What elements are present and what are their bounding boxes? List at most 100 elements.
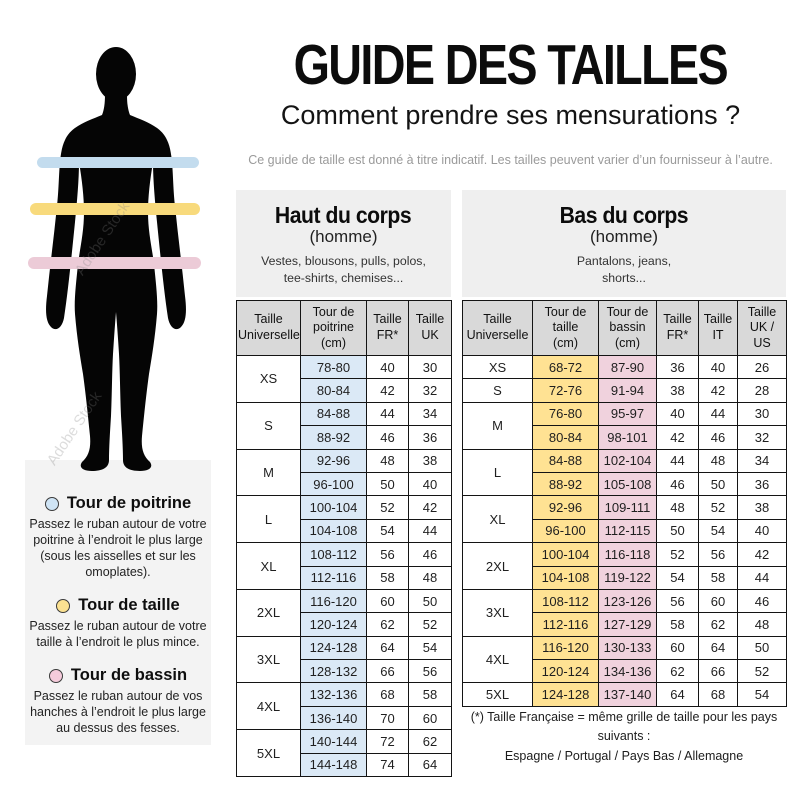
table-row: M 76-80 95-97 40 44 30	[462, 401, 787, 450]
value-cell: 116-118	[598, 542, 657, 567]
value-cell: 88-92	[300, 425, 367, 450]
value-cell: 70	[366, 705, 409, 731]
value-cell: 44	[737, 565, 787, 590]
table-row: S 72-76 91-94 38 42 28	[462, 378, 787, 403]
legend-item-taille: Tour de taille Passez le ruban autour de…	[18, 596, 218, 650]
value-cell: 137-140	[598, 682, 657, 707]
value-cell: 112-116	[532, 612, 599, 637]
value-cell: 66	[366, 659, 409, 684]
value-cell: 96-100	[300, 471, 367, 497]
value-cell: 40	[366, 354, 409, 380]
value-cell: 44	[656, 448, 699, 473]
lower-body-panel-header: Bas du corps (homme) Pantalons, jeans, s…	[462, 190, 786, 297]
value-cell: 56	[366, 542, 409, 567]
value-cell: 42	[366, 378, 409, 403]
size-cell: 4XL	[236, 682, 301, 731]
value-cell: 76-80	[532, 401, 599, 427]
value-cell: 46	[408, 542, 452, 567]
value-cell: 46	[698, 425, 738, 450]
value-cell: 62	[408, 729, 452, 754]
table-row: XS 68-72 87-90 36 40 26	[462, 354, 787, 380]
value-cell: 64	[698, 635, 738, 661]
value-cell: 52	[698, 495, 738, 520]
column-header: Tour de bassin (cm)	[598, 300, 657, 356]
value-cell: 78-80	[300, 354, 367, 380]
chest-measure-band	[37, 157, 199, 168]
hip-dot-icon	[48, 668, 63, 683]
value-cell: 109-111	[598, 495, 657, 520]
value-cell: 98-101	[598, 425, 657, 450]
value-cell: 58	[698, 565, 738, 590]
column-header: Taille UK / US	[737, 300, 787, 356]
value-cell: 62	[698, 612, 738, 637]
table-row: XL 92-96 109-111 48 52 38	[462, 495, 787, 544]
legend-item-poitrine: Tour de poitrine Passez le ruban autour …	[18, 494, 218, 580]
table-row: 96-100 112-115 50 54 40	[463, 518, 787, 544]
value-cell: 32	[737, 425, 787, 450]
value-cell: 105-108	[598, 471, 657, 497]
table-row: 120-124 62 52	[237, 612, 452, 637]
waist-dot-icon	[56, 598, 71, 613]
value-cell: 66	[698, 659, 738, 684]
size-cell: L	[236, 495, 301, 544]
silhouette-body	[46, 94, 186, 471]
value-cell: 64	[408, 752, 452, 778]
table-row: 144-148 74 64	[237, 752, 452, 778]
value-cell: 87-90	[598, 354, 657, 380]
value-cell: 130-133	[598, 635, 657, 661]
hip-measure-band	[28, 257, 201, 269]
value-cell: 112-116	[300, 565, 367, 590]
value-cell: 40	[408, 471, 452, 497]
value-cell: 50	[698, 471, 738, 497]
upper-panel-subtitle: (homme)	[309, 227, 378, 246]
value-cell: 40	[698, 354, 738, 380]
value-cell: 32	[408, 378, 452, 403]
value-cell: 91-94	[598, 378, 657, 403]
value-cell: 80-84	[532, 425, 599, 450]
value-cell: 26	[737, 354, 787, 380]
lower-panel-title: Bas du corps	[559, 202, 689, 228]
value-cell: 30	[737, 401, 787, 427]
table-row: 2XL 100-104 116-118 52 56 42	[462, 542, 787, 590]
value-cell: 54	[698, 518, 738, 544]
silhouette-head	[96, 47, 136, 101]
value-cell: 64	[366, 635, 409, 661]
value-cell: 134-136	[598, 659, 657, 684]
value-cell: 38	[408, 448, 452, 473]
value-cell: 52	[737, 659, 787, 684]
value-cell: 80-84	[300, 378, 367, 403]
measurement-figure-area: Adobe Stock Adobe Stock Tour de poitrine…	[12, 12, 222, 772]
value-cell: 36	[737, 471, 787, 497]
value-cell: 119-122	[598, 565, 657, 590]
column-header: Taille UK	[408, 300, 452, 356]
size-cell: XS	[462, 354, 533, 380]
size-cell: 2XL	[462, 542, 533, 590]
table-row: 112-116 58 48	[237, 565, 452, 590]
value-cell: 132-136	[300, 682, 367, 707]
column-header: Tour de taille (cm)	[532, 300, 599, 356]
value-cell: 100-104	[532, 542, 599, 567]
table-row: 128-132 66 56	[237, 659, 452, 684]
value-cell: 44	[408, 518, 452, 544]
value-cell: 52	[366, 495, 409, 520]
table-row: XL 108-112 56 46	[236, 542, 452, 590]
value-cell: 42	[698, 378, 738, 403]
value-cell: 50	[366, 471, 409, 497]
value-cell: 108-112	[532, 588, 599, 614]
value-cell: 44	[698, 401, 738, 427]
value-cell: 92-96	[532, 495, 599, 520]
column-header: Tour de poitrine (cm)	[300, 300, 367, 356]
upper-panel-title: Haut du corps	[275, 202, 412, 228]
value-cell: 68-72	[532, 354, 599, 380]
table-row: 80-84 98-101 42 46 32	[463, 425, 787, 450]
table-row: 3XL 124-128 64 54	[236, 635, 452, 684]
value-cell: 30	[408, 354, 452, 380]
value-cell: 48	[737, 612, 787, 637]
value-cell: 54	[366, 518, 409, 544]
legend-description: Passez le ruban autour de votre poitrine…	[29, 517, 207, 579]
value-cell: 128-132	[300, 659, 367, 684]
table-row: L 84-88 102-104 44 48 34	[462, 448, 787, 497]
value-cell: 100-104	[300, 495, 367, 520]
value-cell: 116-120	[300, 588, 367, 614]
french-size-footnote: (*) Taille Française = même grille de ta…	[470, 710, 778, 763]
